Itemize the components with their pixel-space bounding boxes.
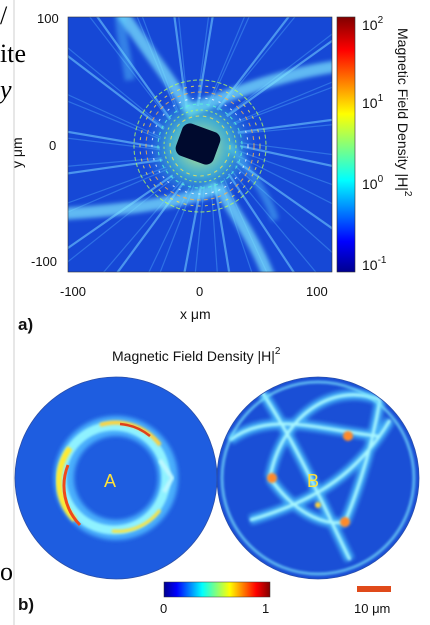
panel-a-heatmap	[67, 16, 333, 273]
x-tick-label: -100	[60, 284, 86, 299]
colorbar-tick-label: 102	[362, 15, 384, 33]
x-tick-label: 100	[306, 284, 328, 299]
speckle-ring	[133, 79, 267, 213]
cropped-text-fragment: o	[0, 557, 13, 586]
panel-a-label: a)	[18, 315, 33, 334]
y-tick-label: -100	[31, 254, 57, 269]
y-axis-label: y μm	[9, 137, 25, 168]
colorbar-min-label: 0	[160, 601, 167, 616]
y-tick-label: 0	[49, 138, 56, 153]
scale-bar-label: 10 μm	[354, 601, 390, 616]
colorbar-tick-label: 101	[362, 93, 384, 111]
panel-a-axes: 100 0 -100 -100 0 100 x μm y μm a)	[9, 11, 328, 334]
colorbar-max-label: 1	[262, 601, 269, 616]
panel-a-colorbar: 102 101 100 10-1 Magnetic Field Density …	[336, 15, 413, 273]
disk-a-label: A	[104, 471, 116, 491]
cropped-text-fragment: ite	[0, 39, 26, 68]
y-tick-label: 100	[37, 11, 59, 26]
panel-b-colorbar: 0 1	[160, 581, 271, 616]
colorbar-tick-label: 10-1	[362, 255, 387, 273]
x-axis-label: x μm	[180, 306, 211, 322]
x-tick-label: 0	[196, 284, 203, 299]
cropped-text-fragment: /	[0, 1, 8, 30]
cropped-text-fragment: y	[0, 75, 12, 104]
disk-b-label: B	[307, 471, 319, 491]
panel-b-title: Magnetic Field Density |H|2	[112, 346, 281, 364]
scale-bar: 10 μm	[354, 586, 391, 616]
colorbar-title: Magnetic Field Density |H|2	[395, 28, 413, 197]
disk-b-heatmap: B	[216, 376, 420, 580]
center-hole	[175, 123, 221, 165]
disk-a-heatmap: A	[14, 376, 218, 580]
colorbar-tick-label: 100	[362, 174, 384, 192]
panel-b-label: b)	[18, 595, 34, 614]
